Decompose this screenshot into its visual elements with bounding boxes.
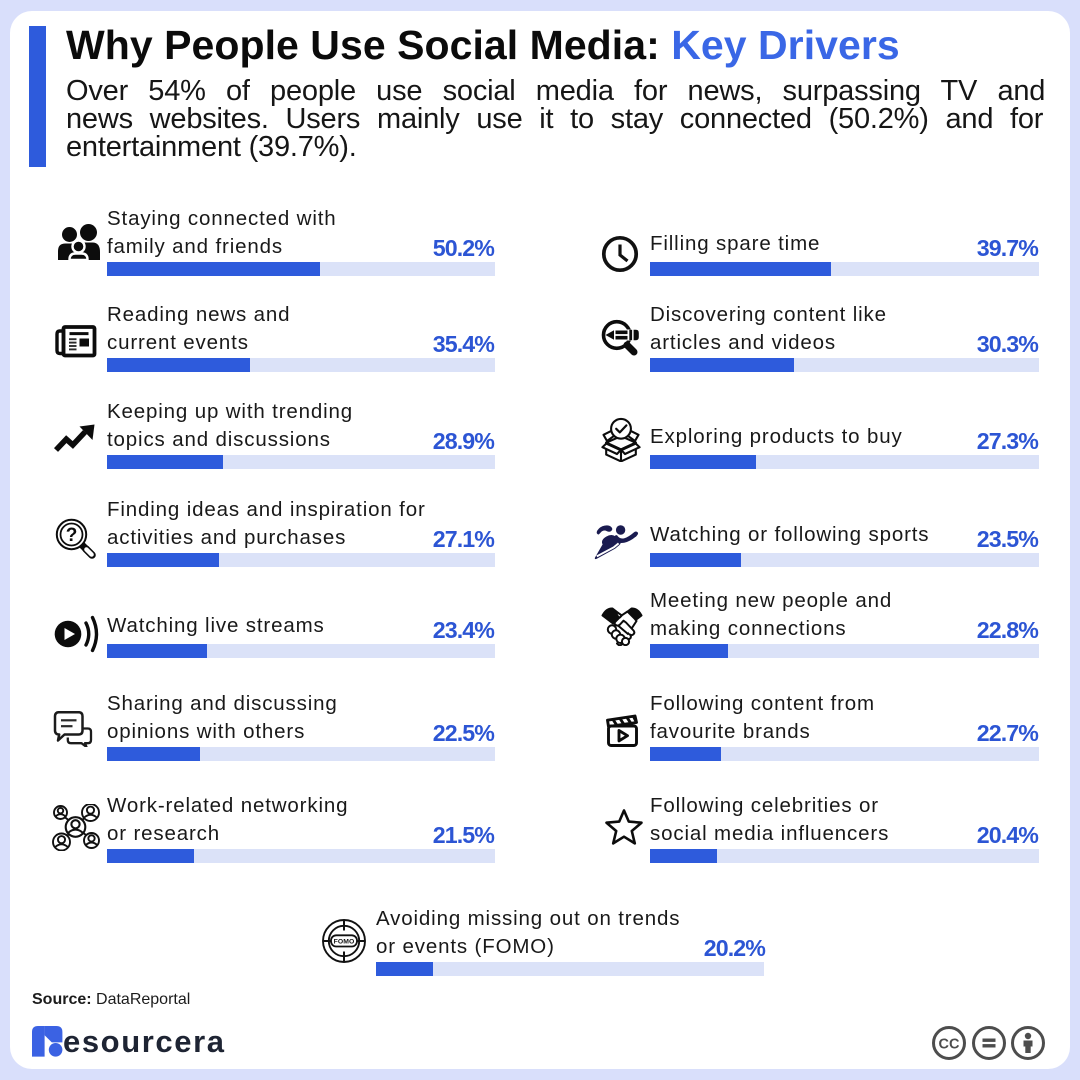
svg-text:FOMO: FOMO [334, 939, 355, 946]
svg-text:CC: CC [939, 1037, 960, 1053]
svg-text:?: ? [66, 525, 78, 546]
